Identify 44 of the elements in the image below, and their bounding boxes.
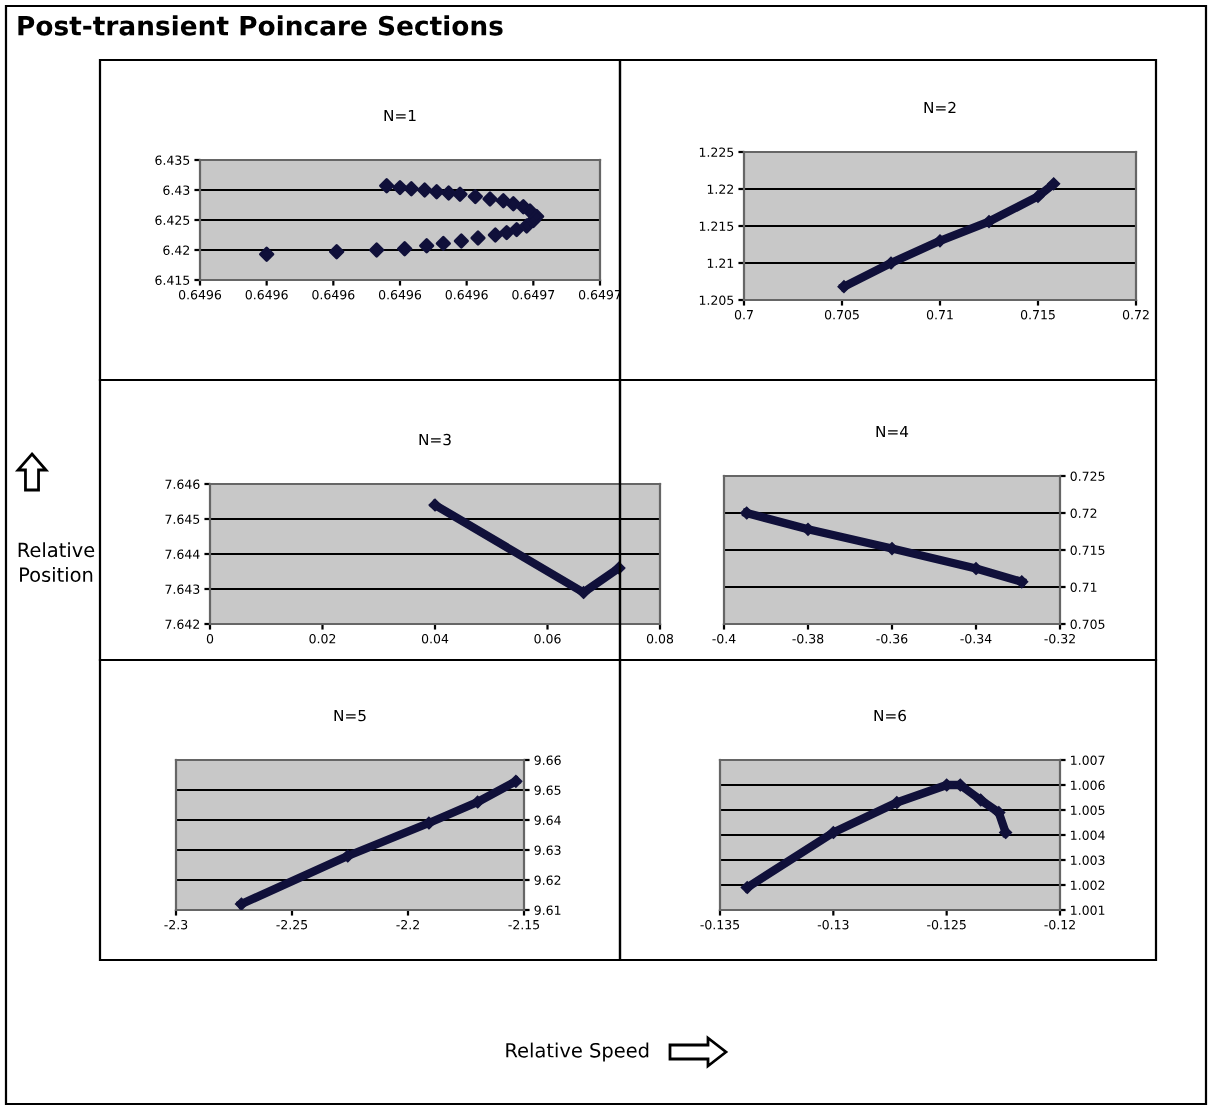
point — [419, 238, 435, 254]
point — [379, 178, 395, 194]
point — [428, 498, 442, 512]
point — [471, 795, 484, 809]
point — [884, 256, 898, 270]
point — [422, 816, 436, 830]
point — [1015, 575, 1029, 589]
point — [740, 506, 753, 520]
point — [467, 189, 483, 205]
point — [515, 199, 531, 215]
point — [397, 241, 413, 257]
point — [1031, 190, 1045, 203]
point — [441, 185, 457, 201]
point — [392, 180, 408, 196]
point — [453, 233, 469, 249]
point — [259, 246, 275, 262]
point — [740, 881, 754, 894]
point — [1047, 177, 1060, 191]
point — [499, 225, 515, 241]
point — [509, 775, 523, 788]
point — [933, 234, 947, 248]
point — [235, 897, 248, 910]
text: Relative Position — [18, 542, 95, 583]
point — [837, 280, 851, 293]
point — [974, 793, 987, 807]
point — [329, 244, 345, 260]
text: Post-transient Poincare Sections — [18, 15, 503, 36]
text: Relative Speed — [506, 1042, 649, 1062]
point — [992, 806, 1006, 819]
point — [505, 196, 521, 212]
point — [369, 242, 385, 258]
point — [470, 230, 486, 246]
point — [429, 184, 445, 200]
point — [403, 181, 419, 197]
point — [487, 227, 503, 243]
point — [452, 186, 468, 202]
point — [417, 182, 433, 198]
point — [435, 235, 451, 251]
point — [509, 222, 525, 238]
point — [982, 215, 996, 228]
point — [341, 849, 354, 863]
point — [482, 191, 498, 207]
point — [577, 586, 590, 599]
point — [495, 193, 511, 209]
